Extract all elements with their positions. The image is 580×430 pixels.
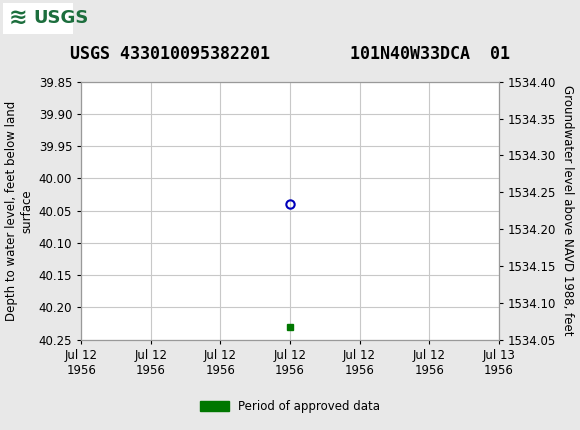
Text: ≋: ≋ bbox=[9, 8, 27, 28]
Legend: Period of approved data: Period of approved data bbox=[200, 400, 380, 413]
Text: USGS 433010095382201        101N40W33DCA  01: USGS 433010095382201 101N40W33DCA 01 bbox=[70, 45, 510, 63]
FancyBboxPatch shape bbox=[3, 3, 72, 34]
Y-axis label: Depth to water level, feet below land
surface: Depth to water level, feet below land su… bbox=[5, 101, 33, 321]
Text: USGS: USGS bbox=[34, 9, 89, 27]
Y-axis label: Groundwater level above NAVD 1988, feet: Groundwater level above NAVD 1988, feet bbox=[561, 86, 574, 336]
